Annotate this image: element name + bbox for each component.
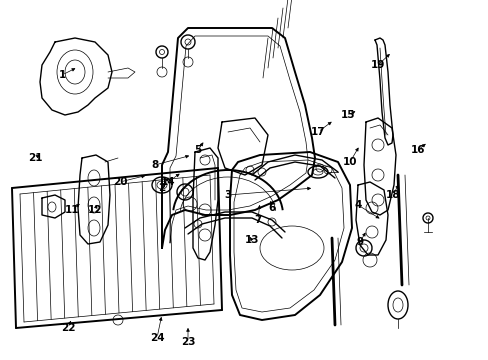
Text: 24: 24 — [149, 333, 164, 343]
Text: 14: 14 — [161, 177, 175, 187]
Text: 2: 2 — [158, 183, 165, 193]
Text: 20: 20 — [113, 177, 127, 187]
Text: 8: 8 — [151, 160, 158, 170]
Text: 5: 5 — [194, 145, 201, 155]
Text: 17: 17 — [310, 127, 325, 137]
Text: 4: 4 — [354, 200, 361, 210]
Text: 18: 18 — [385, 190, 400, 200]
Text: 21: 21 — [28, 153, 42, 163]
Text: 23: 23 — [181, 337, 195, 347]
Text: 6: 6 — [268, 203, 275, 213]
Text: 9: 9 — [356, 237, 363, 247]
Text: 7: 7 — [254, 215, 261, 225]
Text: 19: 19 — [370, 60, 385, 70]
Text: 12: 12 — [87, 205, 102, 215]
Text: 1: 1 — [58, 70, 65, 80]
Text: 15: 15 — [340, 110, 354, 120]
Text: 16: 16 — [410, 145, 425, 155]
Text: 13: 13 — [244, 235, 259, 245]
Text: 22: 22 — [61, 323, 75, 333]
Text: 11: 11 — [64, 205, 79, 215]
Text: 10: 10 — [342, 157, 357, 167]
Text: 3: 3 — [224, 190, 231, 200]
